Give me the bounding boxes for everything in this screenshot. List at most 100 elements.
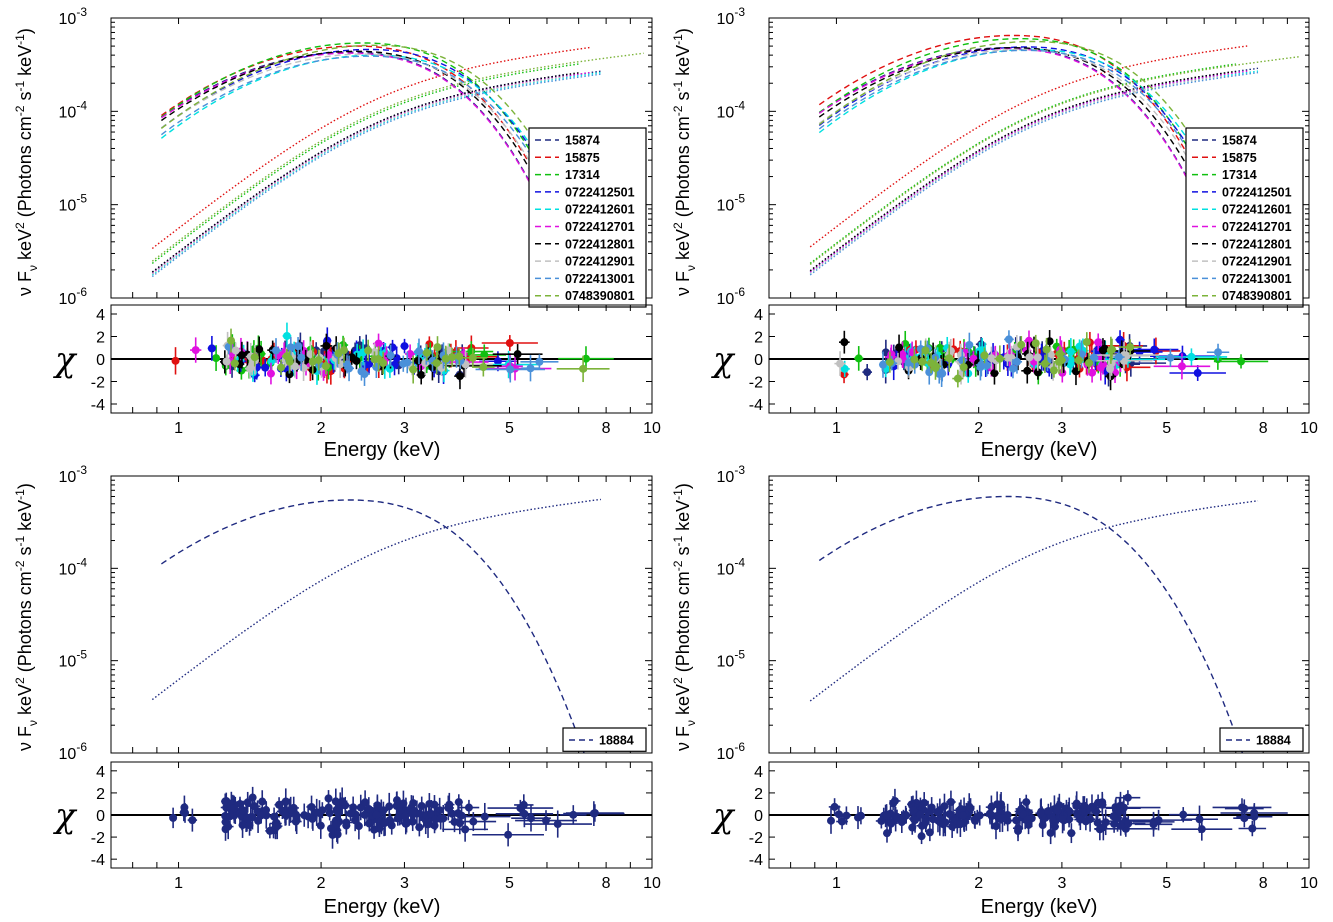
x-tick-label: 10	[1300, 420, 1318, 437]
residual-point	[207, 344, 216, 353]
residual-point	[326, 824, 335, 833]
series-dotted-15875	[809, 45, 1248, 248]
residual-point	[1177, 362, 1186, 371]
y-axis-label: ν Fν keV2 (Photons cm-2 s-1 keV-1)	[13, 483, 40, 751]
residual-point	[445, 800, 454, 809]
x-tick-label: 10	[643, 875, 661, 892]
residual-point	[910, 355, 919, 364]
x-tick-label: 1	[832, 420, 841, 437]
residual-point	[255, 345, 264, 354]
residual-point	[351, 816, 360, 825]
legend-label: 0722412601	[565, 203, 635, 217]
resid-tick-label: 4	[96, 764, 105, 781]
legend-label: 15874	[565, 134, 600, 148]
residual-axis-label: χ	[711, 796, 736, 836]
residual-point	[885, 358, 894, 367]
residual-point	[304, 812, 313, 821]
residual-point	[982, 361, 991, 370]
residual-point	[171, 356, 180, 365]
residual-point	[316, 821, 325, 830]
residual-point	[374, 339, 383, 348]
residual-point	[227, 336, 236, 345]
residual-point	[401, 812, 410, 821]
residual-point	[231, 346, 240, 355]
residual-point	[222, 357, 231, 366]
residual-point	[1095, 825, 1104, 834]
residual-point	[1193, 369, 1202, 378]
resid-tick-label: 0	[754, 352, 763, 369]
residual-point	[339, 346, 348, 355]
residual-point	[830, 802, 839, 811]
legend-label: 0722412501	[1222, 185, 1292, 199]
series-dotted-0722412801	[809, 70, 1236, 272]
residual-point	[966, 804, 975, 813]
residual-point	[375, 824, 384, 833]
residual-point	[1081, 817, 1090, 826]
residual-point	[1012, 357, 1021, 366]
series-dashed-18884	[818, 495, 1244, 753]
residual-point	[361, 798, 370, 807]
residual-point	[1054, 806, 1063, 815]
spectrum-frame	[768, 17, 1310, 299]
residual-point	[281, 809, 290, 818]
legend-label: 0722412701	[565, 220, 635, 234]
residual-point	[520, 809, 529, 818]
residual-point	[266, 369, 275, 378]
residual-point	[417, 370, 426, 379]
residual-point	[343, 360, 352, 369]
x-tick-label: 2	[974, 420, 983, 437]
residual-point	[1003, 353, 1012, 362]
legend-label: 17314	[565, 168, 600, 182]
series-dotted-17314	[151, 63, 579, 264]
residual-point	[415, 823, 424, 832]
residual-point	[469, 817, 478, 826]
series-dotted-0748390801	[809, 55, 1301, 266]
residual-point	[909, 806, 918, 815]
residual-point	[921, 818, 930, 827]
resid-tick-label: 0	[96, 808, 105, 825]
series-dashed-0722412501	[160, 48, 602, 298]
legend: 15874 15875 17314 0722412501 0722412601 07224…	[528, 127, 647, 308]
residual-point	[1044, 807, 1053, 816]
legend-label: 0722412601	[1222, 203, 1292, 217]
residual-point	[360, 810, 369, 819]
residual-point	[856, 811, 865, 820]
y-tick-label: 10-3	[59, 5, 88, 28]
legend-label: 0748390801	[565, 289, 635, 303]
residual-point	[433, 343, 442, 352]
resid-tick-label: 2	[754, 330, 763, 347]
residual-panel: -4 -2 0 2 4 χ 1 2 3 5 8 10 Energy (keV)	[711, 304, 1318, 461]
residual-point	[308, 357, 317, 366]
residual-point	[334, 807, 343, 816]
residual-point	[272, 346, 281, 355]
residual-point	[893, 812, 902, 821]
residual-point	[836, 359, 845, 368]
residual-point	[406, 349, 415, 358]
residual-point	[409, 365, 418, 374]
residual-point	[455, 372, 464, 381]
residual-point	[275, 800, 284, 809]
residual-point	[400, 342, 409, 351]
residual-point	[542, 816, 551, 825]
residual-point	[980, 351, 989, 360]
residual-point	[342, 818, 351, 827]
residual-point	[285, 370, 294, 379]
resid-tick-label: 2	[754, 786, 763, 803]
residual-point	[1115, 807, 1124, 816]
resid-tick-label: -4	[749, 397, 763, 414]
residual-point	[581, 354, 590, 363]
resid-tick-label: -2	[749, 375, 763, 392]
residual-point	[504, 830, 513, 839]
residual-point	[840, 338, 849, 347]
residual-point	[535, 357, 544, 366]
residual-point	[324, 803, 333, 812]
residual-point	[971, 816, 980, 825]
residual-point	[526, 364, 535, 373]
resid-tick-label: -2	[749, 830, 763, 847]
residual-point	[436, 814, 445, 823]
residual-point	[393, 814, 402, 823]
residual-point	[953, 374, 962, 383]
residual-point	[346, 809, 355, 818]
residual-point	[958, 356, 967, 365]
y-tick-label: 10-6	[59, 285, 88, 308]
